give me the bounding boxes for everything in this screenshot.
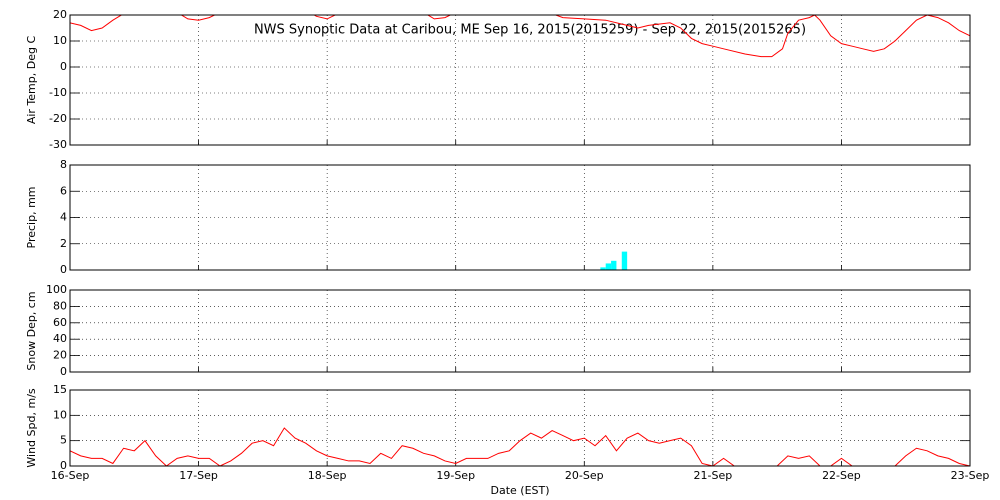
y-tick-label: 40 — [53, 332, 67, 345]
plot-frame — [69, 164, 971, 271]
x-axis-label: Date (EST) — [490, 484, 549, 497]
plot-area — [70, 15, 970, 58]
y-tick-label: -30 — [49, 138, 67, 151]
y-tick-label: -10 — [49, 86, 67, 99]
y-tick-label: 10 — [53, 408, 67, 421]
y-tick-label: -20 — [49, 112, 67, 125]
x-tick-label: 18-Sep — [308, 469, 347, 482]
plot-frame — [69, 14, 971, 146]
plot-area — [600, 251, 628, 270]
plot-frame — [69, 289, 971, 373]
y-tick-label: 15 — [53, 383, 67, 396]
x-tick-label: 23-Sep — [951, 469, 990, 482]
y-tick-label: 8 — [60, 158, 67, 171]
bar — [611, 260, 617, 270]
plot-frame — [69, 389, 971, 467]
data-line — [70, 427, 970, 466]
y-axis-label: Wind Spd, m/s — [25, 388, 38, 468]
y-axis-label: Precip, mm — [25, 187, 38, 249]
y-tick-label: 5 — [60, 434, 67, 447]
bar — [621, 251, 628, 270]
y-tick-label: 20 — [53, 349, 67, 362]
y-tick-label: 60 — [53, 316, 67, 329]
y-axis-label: Air Temp, Deg C — [25, 36, 38, 125]
y-tick-label: 0 — [60, 263, 67, 276]
y-tick-label: 100 — [46, 283, 67, 296]
x-tick-label: 21-Sep — [694, 469, 733, 482]
y-tick-label: 0 — [60, 60, 67, 73]
y-axis-label: Snow Dep, cm — [25, 291, 38, 370]
y-tick-label: 0 — [60, 459, 67, 472]
y-tick-label: 2 — [60, 237, 67, 250]
x-tick-label: 16-Sep — [51, 469, 90, 482]
x-tick-label: 20-Sep — [565, 469, 604, 482]
y-tick-label: 10 — [53, 34, 67, 47]
y-tick-label: 80 — [53, 299, 67, 312]
chart-title: NWS Synoptic Data at Caribou, ME Sep 16,… — [254, 23, 806, 38]
data-line — [70, 15, 970, 58]
bar — [600, 267, 606, 270]
plot-area — [70, 427, 970, 466]
y-tick-label: 0 — [60, 365, 67, 378]
x-tick-label: 22-Sep — [822, 469, 861, 482]
bar — [605, 263, 612, 270]
y-tick-label: 6 — [60, 184, 67, 197]
x-tick-label: 17-Sep — [179, 469, 218, 482]
x-tick-label: 19-Sep — [436, 469, 475, 482]
y-tick-label: 4 — [60, 211, 67, 224]
y-tick-label: 20 — [53, 8, 67, 21]
